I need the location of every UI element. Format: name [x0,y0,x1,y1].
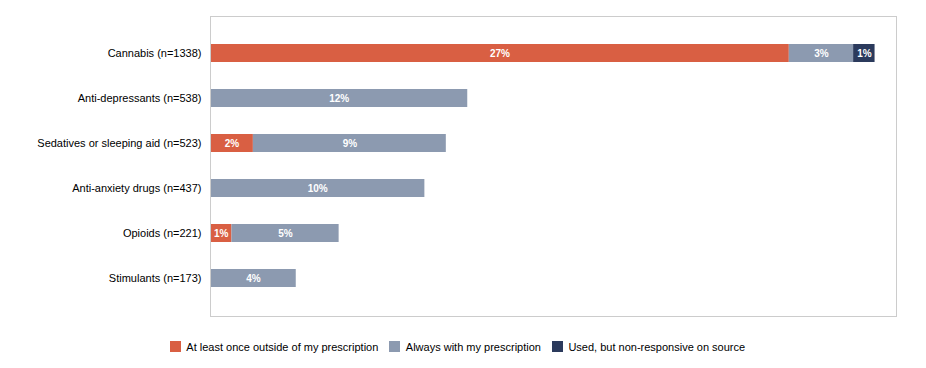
svg-text:Sedatives or sleeping aid (n=5: Sedatives or sleeping aid (n=523) [37,137,201,149]
svg-text:Cannabis (n=1338): Cannabis (n=1338) [108,47,202,59]
svg-text:Anti-anxiety drugs (n=437): Anti-anxiety drugs (n=437) [72,182,201,194]
html-text:At least once outside of my pr: At least once outside of my prescription [186,340,379,353]
svg-text:1%: 1% [214,228,229,239]
html-text:Always with my prescription: Always with my prescription [405,340,541,353]
svg-text:5%: 5% [278,228,293,239]
svg-text:2%: 2% [225,138,240,149]
svg-text:9%: 9% [343,138,358,149]
svg-text:12%: 12% [329,93,349,104]
svg-text:Anti-depressants (n=538): Anti-depressants (n=538) [78,92,202,104]
svg-text:Stimulants (n=173): Stimulants (n=173) [109,272,202,284]
svg-text:4%: 4% [246,273,261,284]
svg-text:3%: 3% [814,48,829,59]
svg-text:27%: 27% [490,48,510,59]
svg-text:Opioids (n=221): Opioids (n=221) [123,227,202,239]
html-text:Used, but non-responsive on so: Used, but non-responsive on source [568,340,746,353]
svg-text:1%: 1% [857,48,872,59]
svg-text:10%: 10% [308,183,328,194]
